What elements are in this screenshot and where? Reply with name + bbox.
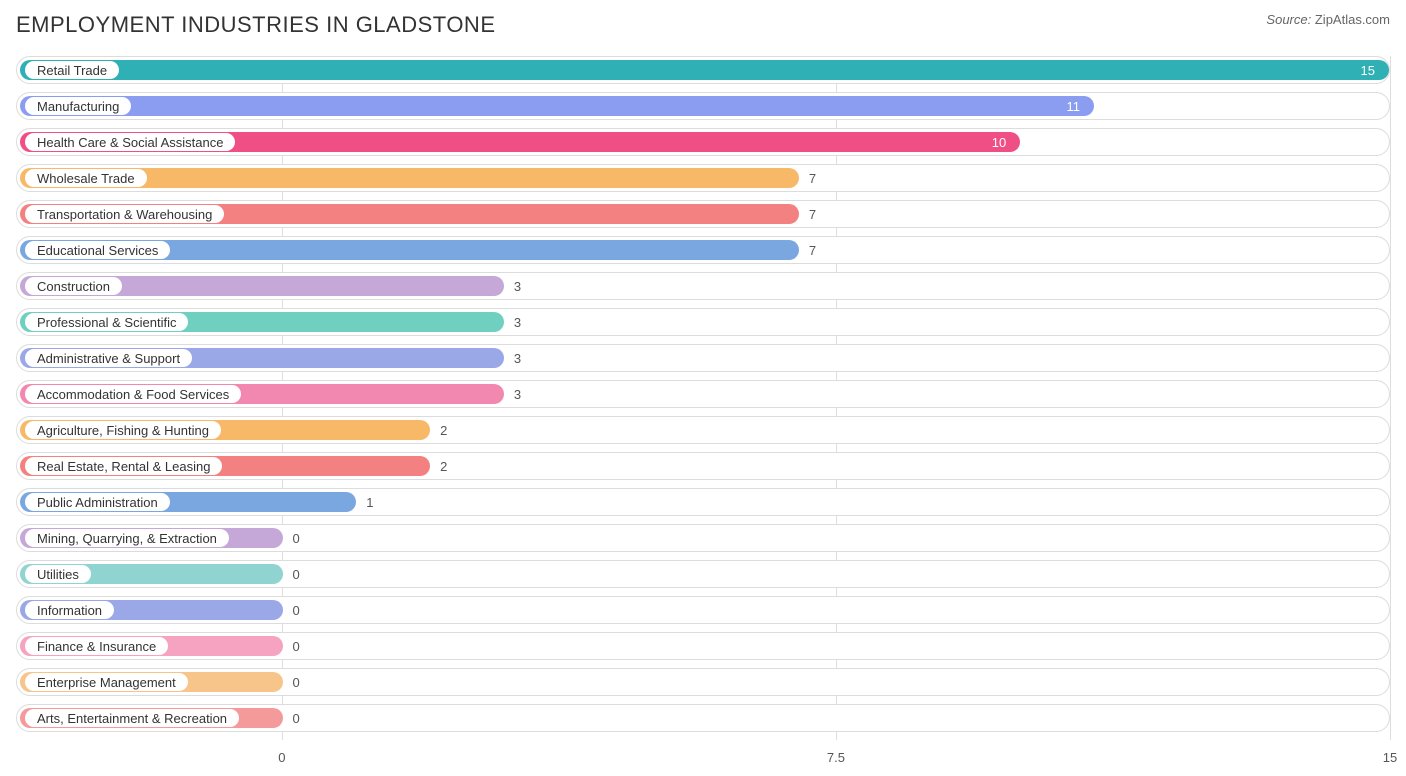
bar-value: 7 (799, 237, 826, 263)
bar-value: 0 (283, 705, 310, 731)
source-label: Source: (1266, 12, 1311, 27)
bar-label: Arts, Entertainment & Recreation (25, 709, 239, 727)
bar-row: Manufacturing 11 (16, 92, 1390, 120)
bar-label: Wholesale Trade (25, 169, 147, 187)
bar-value: 3 (504, 345, 531, 371)
gridline (1390, 56, 1391, 740)
bar-label: Information (25, 601, 114, 619)
bar-row: Mining, Quarrying, & Extraction 0 (16, 524, 1390, 552)
bar-value: 2 (430, 417, 457, 443)
bar-value: 7 (799, 165, 826, 191)
bar-label: Public Administration (25, 493, 170, 511)
bar-label: Enterprise Management (25, 673, 188, 691)
source-value: ZipAtlas.com (1315, 12, 1390, 27)
bar-label: Agriculture, Fishing & Hunting (25, 421, 221, 439)
employment-bar-chart: Retail Trade 15 Manufacturing 11 Health Care… (16, 56, 1390, 770)
chart-header: EMPLOYMENT INDUSTRIES IN GLADSTONE Sourc… (16, 12, 1390, 38)
bar-label: Real Estate, Rental & Leasing (25, 457, 222, 475)
x-tick: 0 (278, 750, 285, 765)
bar-value: 0 (283, 633, 310, 659)
bar-row: Health Care & Social Assistance 10 (16, 128, 1390, 156)
bar-row: Enterprise Management 0 (16, 668, 1390, 696)
bar-value: 7 (799, 201, 826, 227)
bar-value: 1 (356, 489, 383, 515)
bar-label: Accommodation & Food Services (25, 385, 241, 403)
chart-title: EMPLOYMENT INDUSTRIES IN GLADSTONE (16, 12, 496, 38)
bar-row: Real Estate, Rental & Leasing 2 (16, 452, 1390, 480)
bar-value: 3 (504, 309, 531, 335)
bar-row: Administrative & Support 3 (16, 344, 1390, 372)
bar-row: Construction 3 (16, 272, 1390, 300)
x-tick: 15 (1383, 750, 1397, 765)
bar-label: Mining, Quarrying, & Extraction (25, 529, 229, 547)
bar-row: Information 0 (16, 596, 1390, 624)
x-tick: 7.5 (827, 750, 845, 765)
bar-value: 10 (982, 129, 1016, 155)
bar-value: 0 (283, 597, 310, 623)
bar-row: Finance & Insurance 0 (16, 632, 1390, 660)
bar-value: 3 (504, 273, 531, 299)
bar-label: Construction (25, 277, 122, 295)
bar-label: Administrative & Support (25, 349, 192, 367)
bar-value: 0 (283, 669, 310, 695)
bar-value: 11 (1056, 93, 1090, 119)
bar-fill (20, 96, 1094, 116)
chart-source: Source: ZipAtlas.com (1266, 12, 1390, 27)
bar-value: 0 (283, 561, 310, 587)
bar-value: 2 (430, 453, 457, 479)
bar-row: Wholesale Trade 7 (16, 164, 1390, 192)
x-axis: 07.515 (16, 746, 1390, 770)
bar-value: 0 (283, 525, 310, 551)
bar-row: Transportation & Warehousing 7 (16, 200, 1390, 228)
bar-row: Accommodation & Food Services 3 (16, 380, 1390, 408)
bar-fill (20, 60, 1389, 80)
bar-label: Manufacturing (25, 97, 131, 115)
bar-row: Agriculture, Fishing & Hunting 2 (16, 416, 1390, 444)
bar-row: Retail Trade 15 (16, 56, 1390, 84)
bar-label: Educational Services (25, 241, 170, 259)
plot-area: Retail Trade 15 Manufacturing 11 Health Care… (16, 56, 1390, 770)
bar-value: 15 (1351, 57, 1385, 83)
bar-label: Health Care & Social Assistance (25, 133, 235, 151)
bar-value: 3 (504, 381, 531, 407)
bar-label: Professional & Scientific (25, 313, 188, 331)
bar-label: Retail Trade (25, 61, 119, 79)
bar-row: Professional & Scientific 3 (16, 308, 1390, 336)
bar-label: Utilities (25, 565, 91, 583)
bar-row: Educational Services 7 (16, 236, 1390, 264)
bar-row: Utilities 0 (16, 560, 1390, 588)
bar-row: Arts, Entertainment & Recreation 0 (16, 704, 1390, 732)
bar-label: Finance & Insurance (25, 637, 168, 655)
bar-label: Transportation & Warehousing (25, 205, 224, 223)
bar-row: Public Administration 1 (16, 488, 1390, 516)
